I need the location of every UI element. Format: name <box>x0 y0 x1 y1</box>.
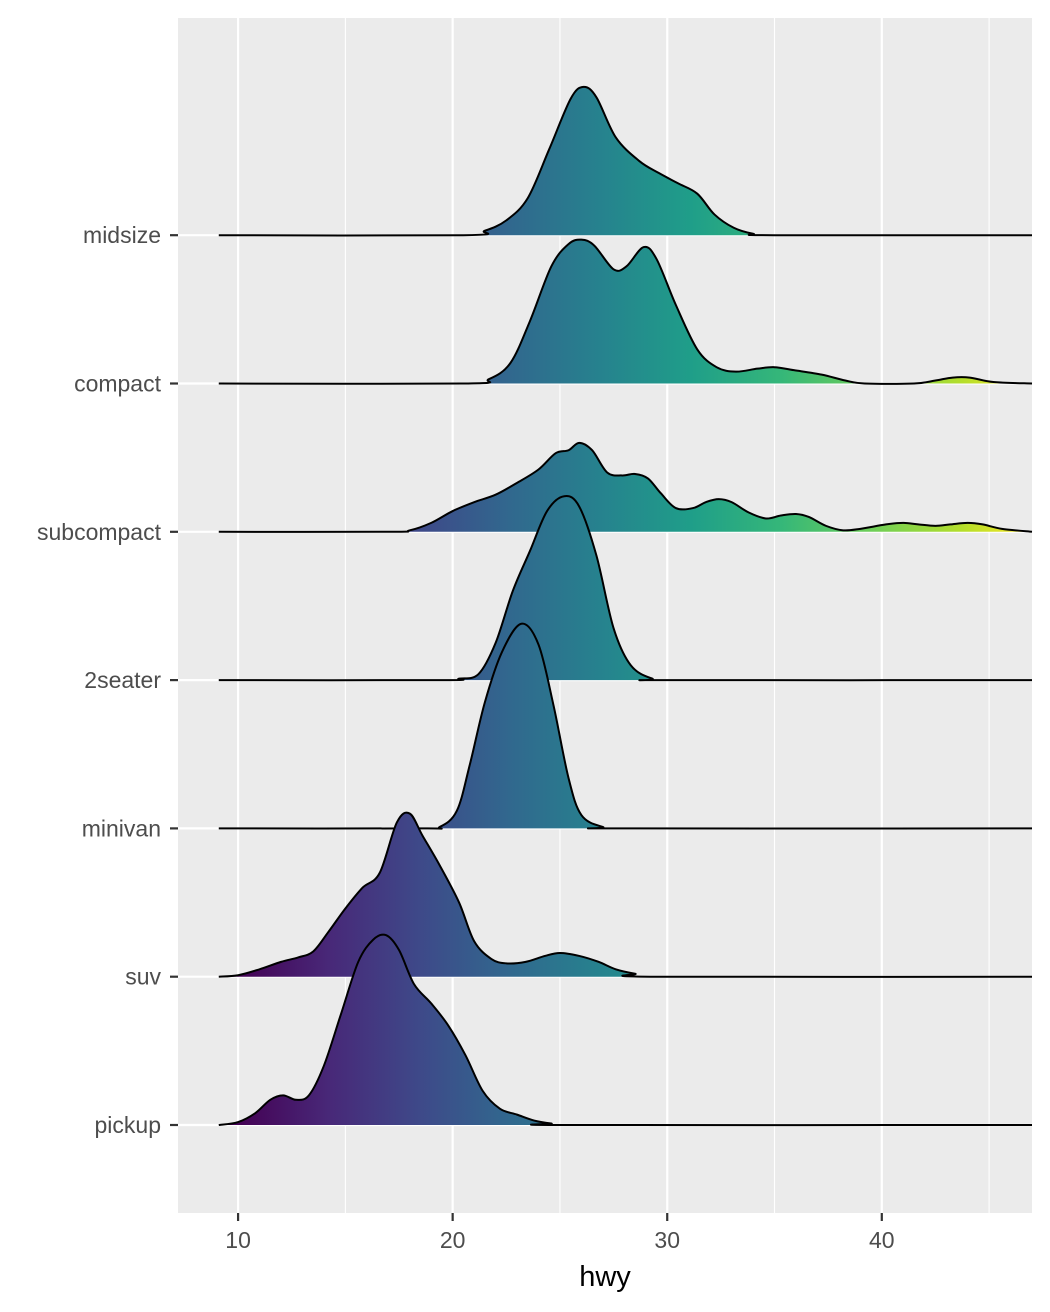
ridge-suv <box>218 811 1033 978</box>
x-tick-label: 20 <box>440 1227 466 1253</box>
y-tick-label: midsize <box>83 222 161 248</box>
ridge-area <box>218 442 1032 532</box>
y-tick-label: subcompact <box>37 519 162 545</box>
y-tick-label: compact <box>74 371 162 397</box>
y-axis: midsize compact subcompact 2seater minivan su… <box>37 222 178 1138</box>
ridge-outline <box>218 238 1033 385</box>
x-tick-label: 10 <box>225 1227 251 1253</box>
y-tick-label: pickup <box>95 1112 161 1138</box>
ridge-area <box>218 86 1032 236</box>
x-tick-label: 40 <box>869 1227 895 1253</box>
ridge-minivan <box>218 622 1033 830</box>
x-tick-label: 30 <box>654 1227 680 1253</box>
ridge-2seater <box>218 495 1033 682</box>
ridge-compact <box>218 238 1033 385</box>
ridge-subcompact <box>218 441 1033 533</box>
ridge-area <box>218 239 1032 384</box>
ridge-pickup <box>218 933 1033 1127</box>
ridge-outline <box>218 622 1033 830</box>
ridge-outline <box>218 495 1033 682</box>
x-axis-title: hwy <box>579 1261 631 1293</box>
ridge-outline <box>218 441 1033 533</box>
ridge-outline <box>218 811 1033 978</box>
ridge-midsize <box>218 85 1033 237</box>
x-axis: 10 20 30 40 <box>225 1213 895 1253</box>
ridges <box>218 85 1033 1127</box>
y-tick-label: suv <box>125 964 161 990</box>
ridge-outline <box>218 933 1033 1127</box>
ridge-outline <box>218 85 1033 237</box>
y-tick-label: minivan <box>82 815 161 841</box>
ridge-area <box>218 812 1032 977</box>
ridge-area <box>218 934 1032 1126</box>
y-tick-label: 2seater <box>84 667 161 693</box>
